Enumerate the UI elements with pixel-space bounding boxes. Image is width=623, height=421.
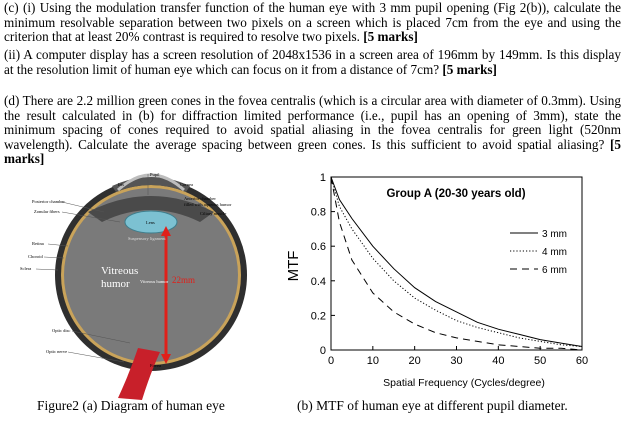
x-tick-label-5: 50 xyxy=(534,355,546,367)
y-tick-label-4: 0.8 xyxy=(311,207,326,219)
caption-a: Figure2 (a) Diagram of human eye xyxy=(37,398,225,413)
y-tick-label-0: 0 xyxy=(320,345,326,357)
ciliary-body-shape xyxy=(88,196,214,222)
label-vitreous-1: Vitreous xyxy=(101,265,138,277)
measure-arrow-top xyxy=(161,226,171,236)
label-cornea: Cornea xyxy=(180,182,193,187)
label-pupil: Pupil xyxy=(150,172,160,177)
leader-optic-disc xyxy=(71,330,131,344)
legend-label-6-mm: 6 mm xyxy=(542,265,567,276)
label-lens: Lens xyxy=(146,220,155,225)
label-retina: Retina xyxy=(32,241,44,246)
x-tick-label-1: 10 xyxy=(367,355,379,367)
y-axis-label: MTF xyxy=(285,251,302,282)
vitreous-shape xyxy=(64,188,238,362)
cornea-shape xyxy=(116,173,186,192)
x-tick-label-6: 60 xyxy=(576,355,588,367)
question-c-ii-text: (ii) A computer display has a screen res… xyxy=(4,47,621,77)
leader-posterior xyxy=(61,201,105,213)
y-tick-label-2: 0.4 xyxy=(311,276,326,288)
question-c-ii-marks: [5 marks] xyxy=(442,61,497,77)
legend-label-4-mm: 4 mm xyxy=(542,247,567,258)
question-c-i-marks: [5 marks] xyxy=(363,29,418,45)
series-line-3-mm xyxy=(330,176,583,347)
caption-b: (b) MTF of human eye at different pupil … xyxy=(297,398,568,413)
question-d-marks: [5 marks] xyxy=(4,136,621,167)
series-line-4-mm xyxy=(330,176,583,347)
y-tick-label-5: 1 xyxy=(320,172,326,184)
leader-optic-nerve xyxy=(67,351,125,363)
label-fovea: Fovea xyxy=(150,363,161,368)
legend-label-3-mm: 3 mm xyxy=(542,229,567,240)
label-measure: 22mm xyxy=(172,275,195,285)
question-c-i-text: (c) (i) Using the modulation transfer fu… xyxy=(4,0,621,45)
label-optic-disc: Optic disc xyxy=(52,328,70,333)
leader-choroid xyxy=(43,256,65,259)
mtf-chart: Group A (20-30 years old) Spatial Freque… xyxy=(285,172,588,389)
x-tick-label-2: 20 xyxy=(409,355,421,367)
label-posterior-chamber: Posterior chamber xyxy=(32,199,65,204)
x-tick-label-0: 0 xyxy=(328,355,334,367)
measure-arrow-bottom xyxy=(161,354,171,364)
eye-diagram: Pupil Iris Cornea Posterior chamber Zonu… xyxy=(20,172,247,400)
series-line-6-mm xyxy=(330,176,583,351)
y-tick-label-1: 0.2 xyxy=(311,310,326,322)
label-anterior-chamber: Anterior chamber xyxy=(184,196,216,201)
y-tick-label-3: 0.6 xyxy=(311,241,326,253)
question-c-ii: (ii) A computer display has a screen res… xyxy=(4,47,621,77)
leader-zonular xyxy=(61,211,121,223)
label-sclera: Sclera xyxy=(20,266,31,271)
label-vitreous-small: Vitreous humor xyxy=(140,279,169,284)
question-d-text: (d) There are 2.2 million green cones in… xyxy=(4,93,621,152)
x-tick-label-3: 30 xyxy=(450,355,462,367)
label-choroid: Choroid xyxy=(28,254,44,259)
label-anterior-chamber-2: filled with aqueous humor xyxy=(184,202,232,207)
label-optic-nerve: Optic nerve xyxy=(46,349,67,354)
question-c-i: (c) (i) Using the modulation transfer fu… xyxy=(4,0,621,45)
plot-frame xyxy=(330,176,583,351)
chart-title: Group A (20-30 years old) xyxy=(386,188,525,200)
question-d: (d) There are 2.2 million green cones in… xyxy=(4,93,621,167)
x-tick-label-4: 40 xyxy=(492,355,504,367)
optic-nerve-shape xyxy=(118,348,160,400)
x-axis-label: Spatial Frequency (Cycles/degree) xyxy=(383,377,545,389)
leader-sclera xyxy=(35,268,59,271)
label-iris: Iris xyxy=(118,182,124,187)
label-vitreous-2: humor xyxy=(101,278,130,290)
label-suspensory-ligament: Suspensory ligament xyxy=(128,236,166,241)
leader-retina xyxy=(47,243,69,247)
lens-shape xyxy=(124,210,178,234)
label-ciliary-muscle: Ciliary muscle xyxy=(200,211,226,216)
label-zonular-fibers: Zonular fibers xyxy=(34,209,60,214)
